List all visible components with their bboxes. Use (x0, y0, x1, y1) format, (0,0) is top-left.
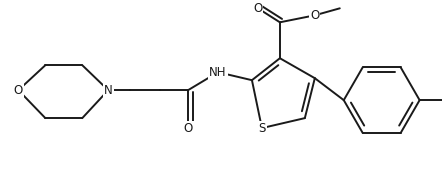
Text: O: O (253, 2, 263, 15)
Text: NH: NH (209, 66, 227, 79)
Text: S: S (258, 122, 266, 135)
Text: O: O (310, 9, 320, 22)
Text: N: N (104, 84, 113, 97)
Text: O: O (183, 122, 193, 135)
Text: O: O (14, 84, 23, 97)
